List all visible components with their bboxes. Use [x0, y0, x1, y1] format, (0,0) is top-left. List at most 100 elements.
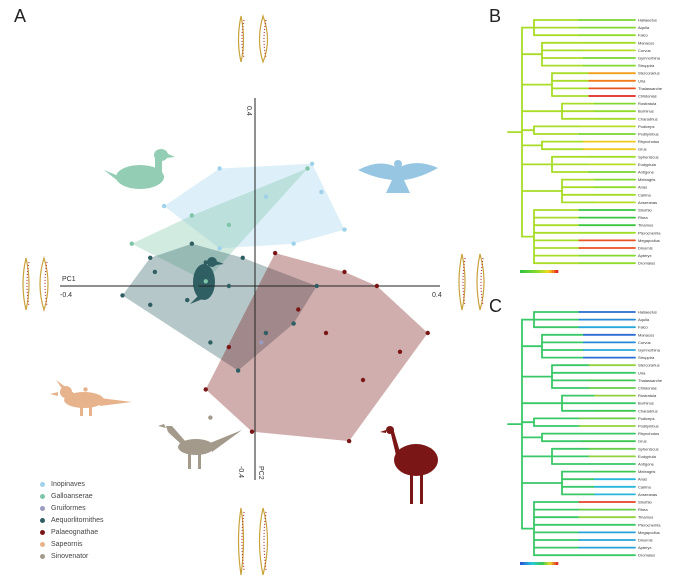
scale-bar-segment	[552, 270, 555, 273]
point-palaeognathae-0	[272, 250, 278, 256]
taxon-label: Anas	[638, 185, 647, 190]
taxon-label: Antigone	[638, 462, 655, 467]
scale-bar-segment	[530, 270, 533, 273]
point-palaeognathae-4	[226, 344, 232, 350]
hull-palaeognathae	[205, 253, 428, 442]
point-galloanserae-2	[305, 166, 310, 171]
duck-silhouette	[104, 149, 175, 189]
legend-marker	[40, 517, 45, 523]
scale-bar-segment	[556, 270, 559, 273]
legend-item-aequorlitornithes: Aequorlitornithes	[40, 514, 104, 526]
scale-bar-segment	[544, 270, 547, 273]
sapeornis-silhouette	[50, 380, 132, 416]
taxon-label: Anas	[638, 477, 647, 482]
scale-bar-segment	[540, 270, 543, 273]
taxon-label: Charadrius	[638, 408, 658, 413]
taxon-label: Aquila	[638, 25, 650, 30]
point-inopinaves-0	[217, 166, 222, 171]
contour-inset-right	[458, 253, 485, 311]
taxon-label: Manacus	[638, 40, 654, 45]
scale-bar-segment	[554, 270, 557, 273]
taxon-label: Podiceps	[638, 416, 654, 421]
sinovenator-silhouette	[158, 424, 242, 469]
scale-bar-segment	[526, 562, 529, 565]
legend-label: Sinovenator	[51, 552, 89, 560]
taxon-label: Haliaeetus	[638, 18, 657, 23]
point-palaeognathae-6	[360, 377, 366, 383]
taxon-label: Struppira	[638, 355, 655, 360]
scale-bar-segment	[550, 270, 553, 273]
legend-marker	[40, 529, 45, 535]
taxon-label: Spheniscus	[638, 446, 659, 451]
scale-bar-segment	[538, 270, 541, 273]
taxon-label: Grus	[638, 147, 647, 152]
point-sapeornis-0	[83, 387, 88, 392]
point-inopinaves-3	[263, 194, 269, 199]
scale-bar-segment	[526, 270, 529, 273]
point-aequorlitornithes-2	[152, 269, 158, 275]
point-sinovenator-0	[208, 415, 213, 420]
taxon-label: Pterocnemia	[638, 522, 661, 527]
taxon-label: Dromaius	[638, 261, 655, 266]
point-aequorlitornithes-13	[226, 283, 232, 289]
taxon-label: Tinamus	[638, 223, 653, 228]
phylogeny-tree-b: Haliaeetus Aquila Falco Manacus Corvus Gymnor…	[507, 18, 663, 273]
taxon-label: Falco	[638, 33, 649, 38]
point-palaeognathae-9	[249, 429, 255, 434]
panel-label-c: C	[489, 296, 502, 316]
scale-bar-segment	[534, 562, 537, 565]
taxon-label: Thalassarche	[638, 86, 663, 91]
scale-bar-segment	[550, 562, 553, 565]
scale-bar-segment	[548, 562, 551, 565]
taxon-label: Rhynchotus	[638, 431, 659, 436]
taxon-label: Manacus	[638, 332, 654, 337]
tick-label-y-max: 0.4	[245, 106, 252, 116]
taxon-label: Corvus	[638, 48, 651, 53]
point-aequorlitornithes-11	[291, 321, 296, 326]
legend: Inopinaves Galloanserae Gruiformes Aequorli…	[40, 478, 104, 562]
tick-label-y-min: -0.4	[237, 466, 244, 478]
scale-bar-segment	[540, 562, 543, 565]
taxon-label: Rostratula	[638, 393, 657, 398]
point-palaeognathae-8	[346, 438, 352, 444]
legend-marker	[40, 553, 45, 559]
taxon-label: Cairina	[638, 484, 651, 489]
taxon-label: Tinamus	[638, 515, 653, 520]
point-palaeognathae-10	[296, 307, 301, 312]
taxon-label: Gymnorhina	[638, 348, 661, 353]
scale-bar-segment	[536, 270, 539, 273]
scale-bar-segment	[522, 562, 525, 565]
scale-bar-segment	[554, 562, 557, 565]
legend-marker	[40, 505, 45, 511]
point-palaeognathae-1	[342, 269, 347, 275]
taxon-label: Dromaius	[638, 553, 655, 558]
scale-bar-segment	[546, 270, 549, 273]
taxon-label: Meleagris	[638, 177, 655, 182]
taxon-label: Rostratula	[638, 101, 657, 106]
legend-marker	[40, 481, 45, 487]
taxon-label: Rhea	[638, 215, 648, 220]
point-galloanserae-4	[226, 222, 232, 228]
point-aequorlitornithes-7	[203, 260, 208, 265]
taxon-label: Eudyptula	[638, 162, 657, 167]
scale-bar-segment	[536, 562, 539, 565]
point-inopinaves-7	[342, 227, 347, 232]
point-palaeognathae-2	[374, 283, 380, 289]
taxon-label: Stercorarius	[638, 71, 660, 76]
taxon-label: Burhinus	[638, 109, 654, 114]
taxon-label: Charadrius	[638, 116, 658, 121]
taxon-label: Uria	[638, 78, 646, 83]
legend-marker	[40, 493, 45, 499]
point-aequorlitornithes-5	[194, 283, 199, 289]
point-aequorlitornithes-10	[263, 330, 269, 336]
hull-galloanserae	[131, 168, 308, 282]
taxon-label: Haliaeetus	[638, 310, 657, 315]
scale-bar-segment	[528, 562, 531, 565]
taxon-label: Falco	[638, 325, 649, 330]
scale-bar-segment	[542, 270, 545, 273]
hull-layer	[122, 163, 428, 442]
taxon-label: Corvus	[638, 340, 651, 345]
scale-bar-segment	[538, 562, 541, 565]
taxon-label: Podilymbus	[638, 424, 659, 429]
